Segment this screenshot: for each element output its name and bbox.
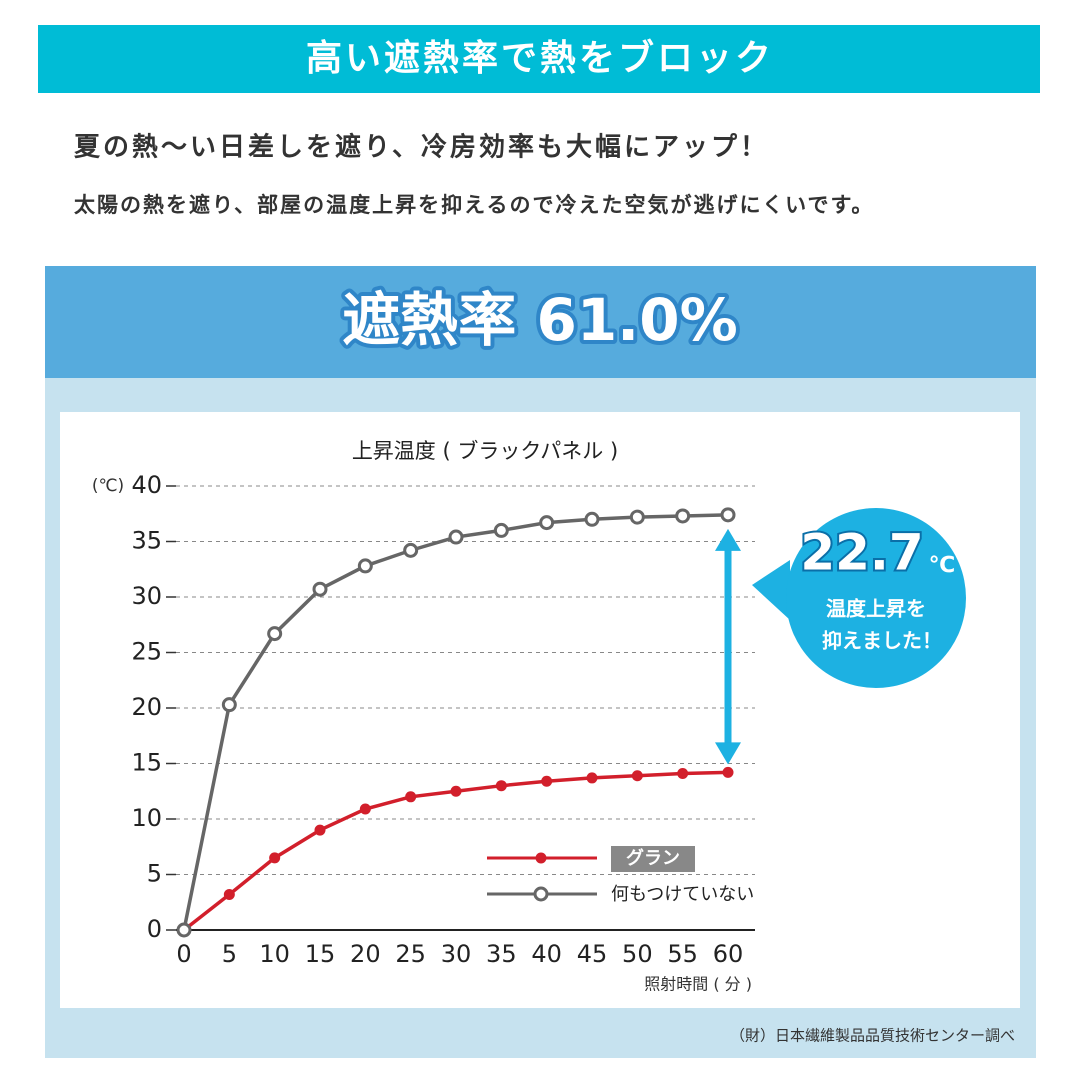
- x-tick-label: 35: [486, 940, 517, 968]
- x-tick-label: 0: [176, 940, 191, 968]
- legend-marker: [533, 886, 549, 902]
- point: [314, 824, 326, 836]
- point: [675, 508, 691, 524]
- point: [722, 766, 734, 778]
- chart-area: [60, 412, 1020, 1008]
- point: [359, 803, 371, 815]
- y-tick-label: 40: [131, 471, 162, 499]
- y-tick-label: 15: [131, 749, 162, 777]
- callout-text: 温度上昇を: [826, 597, 926, 621]
- point: [586, 772, 598, 784]
- x-tick-label: 30: [441, 940, 472, 968]
- point: [450, 785, 462, 797]
- y-tick-label: 0: [147, 915, 162, 943]
- point: [405, 791, 417, 803]
- point: [403, 542, 419, 558]
- point: [720, 507, 736, 523]
- legend-label: グラン: [626, 847, 680, 869]
- x-tick-label: 5: [222, 940, 237, 968]
- point: [629, 509, 645, 525]
- callout-value: 22.7: [800, 524, 923, 582]
- point: [176, 922, 192, 938]
- y-tick-label: 25: [131, 638, 162, 666]
- title: 高い遮熱率で熱をブロック: [306, 37, 774, 79]
- banner-bg: [45, 266, 1036, 378]
- point: [495, 780, 507, 792]
- x-tick-label: 10: [259, 940, 290, 968]
- x-tick-label: 15: [305, 940, 336, 968]
- arrow-head: [715, 528, 741, 551]
- lead: 夏の熱〜い日差しを遮り、冷房効率も大幅にアップ！: [74, 132, 769, 163]
- callout-unit: ℃: [929, 553, 956, 578]
- point: [448, 529, 464, 545]
- x-tick-label: 40: [531, 940, 562, 968]
- x-tick-label: 55: [667, 940, 698, 968]
- plot: 0 5 10 15 20 25 30 35 40 0 5 10 15 20 25 30 35 40 45 50 55 60: [131, 471, 755, 968]
- x-tick-label: 60: [713, 940, 744, 968]
- banner: 遮熱率 61.0%: [342, 286, 737, 354]
- source: （財）日本繊維製品品質技術センター調べ: [730, 1027, 1015, 1045]
- point: [223, 888, 235, 900]
- point: [269, 852, 281, 864]
- y-tick-label: 35: [131, 527, 162, 555]
- callout: [786, 508, 966, 688]
- point: [631, 770, 643, 782]
- y-tick-label: 20: [131, 693, 162, 721]
- point: [584, 511, 600, 527]
- body-text: 太陽の熱を遮り、部屋の温度上昇を抑えるので冷えた空気が逃げにくいです。: [74, 193, 874, 217]
- title-bar: [38, 25, 1040, 93]
- point: [677, 767, 689, 779]
- y-tick-label: 30: [131, 582, 162, 610]
- y-tick-label: 10: [131, 804, 162, 832]
- callout-text: 抑えました！: [822, 629, 942, 653]
- point: [493, 522, 509, 538]
- point: [312, 581, 328, 597]
- x-tick-label: 20: [350, 940, 381, 968]
- callout-pointer: [752, 560, 790, 620]
- y-tick-label: 5: [147, 860, 162, 888]
- y-unit: (℃): [92, 476, 124, 496]
- point: [221, 697, 237, 713]
- legend-label: 何もつけていない: [611, 884, 754, 905]
- legend-marker: [535, 852, 547, 864]
- point: [267, 626, 283, 642]
- x-tick-label: 45: [577, 940, 608, 968]
- legend-label-bg: [611, 846, 695, 872]
- x-tick-label: 50: [622, 940, 653, 968]
- chart-title: 上昇温度 ( ブラックパネル ): [352, 439, 618, 463]
- arrow-head: [715, 742, 741, 765]
- point: [357, 558, 373, 574]
- point: [539, 515, 555, 531]
- x-tick-label: 25: [395, 940, 426, 968]
- point: [541, 775, 553, 787]
- x-axis-label: 照射時間 ( 分 ): [644, 975, 752, 994]
